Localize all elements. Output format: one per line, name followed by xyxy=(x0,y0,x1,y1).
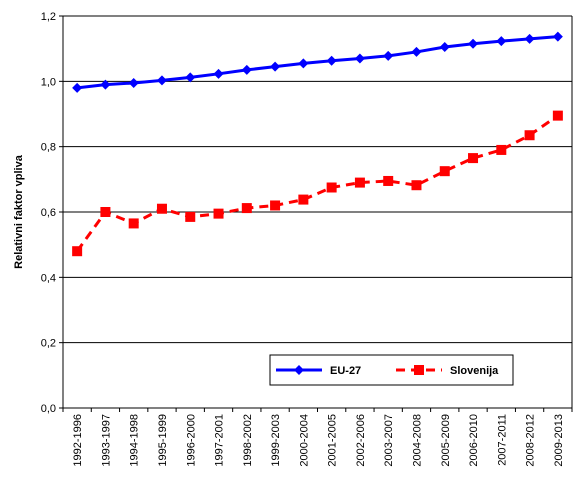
x-tick-label: 2002-2006 xyxy=(355,414,367,467)
series xyxy=(72,31,563,257)
data-point xyxy=(383,50,394,61)
x-tick-label: 2008-2012 xyxy=(525,414,537,467)
data-point xyxy=(100,207,111,217)
data-point xyxy=(270,200,281,211)
data-point xyxy=(100,79,111,90)
legend-swatch-marker xyxy=(414,365,424,375)
x-tick-label: 2007-2011 xyxy=(496,414,508,466)
legend-swatch-marker xyxy=(294,365,304,375)
data-point xyxy=(552,31,563,42)
y-tick-label: 1,0 xyxy=(41,76,56,88)
series-line xyxy=(75,114,559,253)
data-point xyxy=(241,64,252,75)
data-point xyxy=(326,55,337,66)
y-tick-label: 0,0 xyxy=(41,403,56,415)
series-slovenija xyxy=(72,110,563,257)
x-tick-label: 1992-1996 xyxy=(72,414,84,467)
data-point xyxy=(411,180,422,191)
x-tick-label: 1997-2001 xyxy=(214,414,226,467)
y-tick-label: 0,6 xyxy=(41,207,56,219)
y-tick-label: 0,4 xyxy=(41,272,56,284)
y-axis-title: Relativni faktor vpliva xyxy=(13,154,25,269)
x-tick-label: 2004-2008 xyxy=(411,414,423,467)
data-point xyxy=(185,211,196,222)
x-tick-label: 1999-2003 xyxy=(270,414,282,467)
data-point xyxy=(128,218,139,229)
x-tick-label: 2000-2004 xyxy=(298,414,310,467)
data-point xyxy=(496,144,507,155)
x-tick-label: 1994-1998 xyxy=(129,414,141,467)
x-tick-label: 2001-2005 xyxy=(327,414,339,467)
gridlines xyxy=(63,15,572,344)
legend-label: Slovenija xyxy=(450,365,499,377)
data-point xyxy=(185,72,196,83)
series-eu-27 xyxy=(72,31,563,93)
data-point xyxy=(411,46,422,57)
data-point xyxy=(354,177,365,188)
data-point xyxy=(156,75,167,86)
data-point xyxy=(128,77,139,88)
data-point xyxy=(439,42,450,53)
data-point xyxy=(354,53,365,64)
y-tick-labels: 0,0 0,2 0,4 0,6 0,8 1,0 1,2 xyxy=(41,11,56,415)
data-point xyxy=(468,38,479,49)
data-point xyxy=(241,203,252,214)
data-point xyxy=(213,68,224,79)
x-tick-label: 1998-2002 xyxy=(242,414,254,467)
data-point xyxy=(439,166,450,177)
data-point xyxy=(468,153,479,164)
data-point xyxy=(524,33,535,44)
plot-frame xyxy=(59,15,573,412)
legend-label: EU-27 xyxy=(330,365,361,377)
x-tick-labels: 1992-1996 1993-1997 1994-1998 1995-1999 1996… xyxy=(72,414,565,467)
data-point xyxy=(213,208,224,219)
x-tick-label: 2005-2009 xyxy=(440,414,452,467)
series-line xyxy=(76,35,558,90)
y-tick-label: 0,8 xyxy=(41,142,56,154)
data-point xyxy=(156,203,167,214)
y-tick-label: 1,2 xyxy=(41,11,56,23)
data-point xyxy=(552,110,563,121)
x-tick-label: 2009-2013 xyxy=(553,414,565,467)
legend: EU-27 Slovenija xyxy=(269,354,514,386)
data-point xyxy=(298,194,309,205)
data-point xyxy=(524,130,535,141)
data-point xyxy=(383,175,394,186)
x-tick-label: 1993-1997 xyxy=(100,414,112,467)
data-point xyxy=(298,58,309,69)
x-tick-label: 1996-2000 xyxy=(185,414,197,467)
data-point xyxy=(326,182,337,193)
y-tick-label: 0,2 xyxy=(41,338,56,350)
data-point xyxy=(496,36,507,47)
data-point xyxy=(72,82,83,93)
x-tick-label: 2003-2007 xyxy=(383,414,395,467)
data-point xyxy=(270,61,281,72)
data-point xyxy=(72,246,83,257)
x-tick-label: 1995-1999 xyxy=(157,414,169,467)
x-tick-label: 2006-2010 xyxy=(468,414,480,467)
